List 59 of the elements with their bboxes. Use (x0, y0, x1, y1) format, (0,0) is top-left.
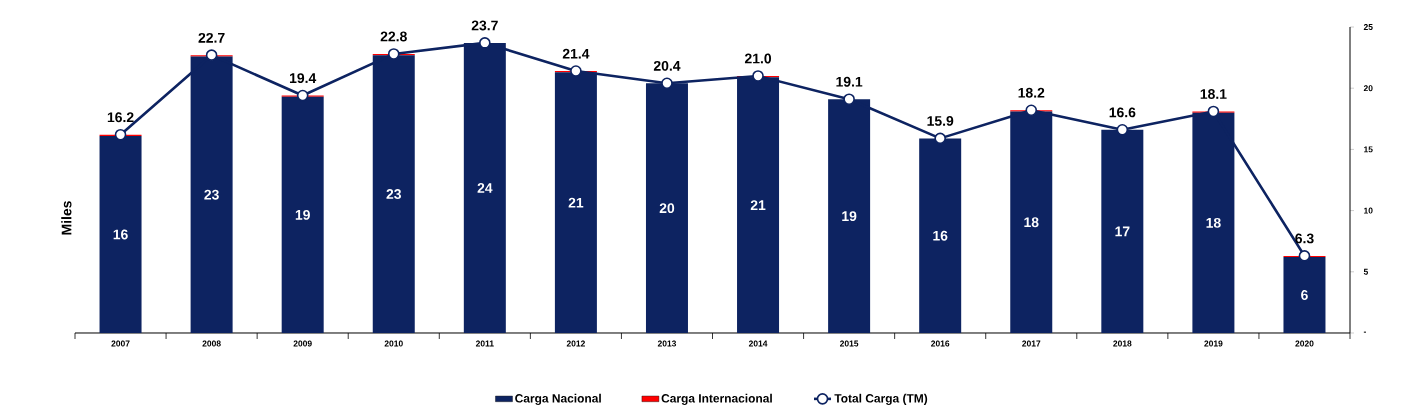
x-tick-label: 2011 (475, 340, 494, 347)
data-label: 17 (1115, 226, 1130, 237)
point (1298, 250, 1311, 262)
data-label: 16.2 (107, 112, 134, 123)
data-label: 20.4 (653, 60, 681, 71)
data-label: 18.1 (1200, 89, 1227, 99)
y-tick-label: 15 (1364, 146, 1373, 153)
y-tick-label: - (1363, 331, 1367, 333)
x-tick-label: 2015 (839, 340, 859, 347)
data-label: 21.4 (562, 48, 590, 59)
y-tick-label: 25 (1363, 24, 1373, 30)
y-tick-label: 10 (1364, 207, 1373, 214)
data-label: 19 (295, 209, 310, 220)
data-label: 18 (1206, 217, 1221, 228)
data-label: 19.1 (836, 76, 863, 87)
point (1025, 104, 1038, 117)
x-tick-label: 2019 (1204, 340, 1223, 347)
data-label: 22.7 (198, 32, 225, 43)
y-tick-label: 20 (1363, 85, 1373, 92)
data-label: 16 (933, 230, 948, 241)
y-axis-title: Miles (61, 201, 72, 235)
y-tick-label: 5 (1363, 268, 1368, 275)
data-label: 18 (1024, 217, 1039, 228)
x-tick-label: 2016 (931, 340, 950, 347)
data-label: 16.6 (1109, 107, 1136, 118)
legend-label: Carga Nacional (515, 393, 601, 405)
x-tick-label: 2013 (657, 340, 677, 347)
x-tick-label: 2007 (111, 340, 130, 347)
data-label: 23 (204, 189, 219, 200)
data-label: 24 (477, 183, 493, 193)
data-label: 23.7 (471, 20, 498, 31)
x-tick-label: 2014 (748, 340, 768, 347)
data-label: 16 (113, 229, 128, 240)
x-tick-label: 2012 (566, 340, 585, 347)
legend-label: Carga Internacional (661, 393, 772, 405)
data-label: 6 (1301, 290, 1308, 300)
point (205, 49, 218, 61)
x-tick-label: 2008 (202, 340, 221, 347)
point (752, 70, 764, 82)
x-tick-label: 2009 (293, 340, 312, 347)
x-tick-label: 2018 (1113, 340, 1132, 347)
point (570, 65, 582, 77)
data-label: 21 (750, 200, 766, 210)
data-label: 21 (568, 197, 584, 208)
data-label: 23 (386, 189, 401, 200)
legend-label: Total Carga (TM) (834, 393, 928, 405)
data-label: 21.0 (744, 53, 772, 64)
data-label: 19.4 (289, 73, 317, 84)
data-label: 6.3 (1295, 233, 1314, 244)
data-label: 15.9 (927, 115, 954, 126)
point (387, 48, 400, 60)
data-label: 22.8 (380, 31, 407, 42)
x-tick-label: 2010 (384, 340, 403, 347)
data-label: 19 (842, 211, 857, 222)
data-label: 20 (659, 203, 675, 214)
x-tick-label: 2017 (1022, 340, 1041, 347)
data-label: 18.2 (1018, 87, 1045, 98)
point (843, 93, 855, 106)
x-tick-label: 2020 (1295, 340, 1314, 347)
